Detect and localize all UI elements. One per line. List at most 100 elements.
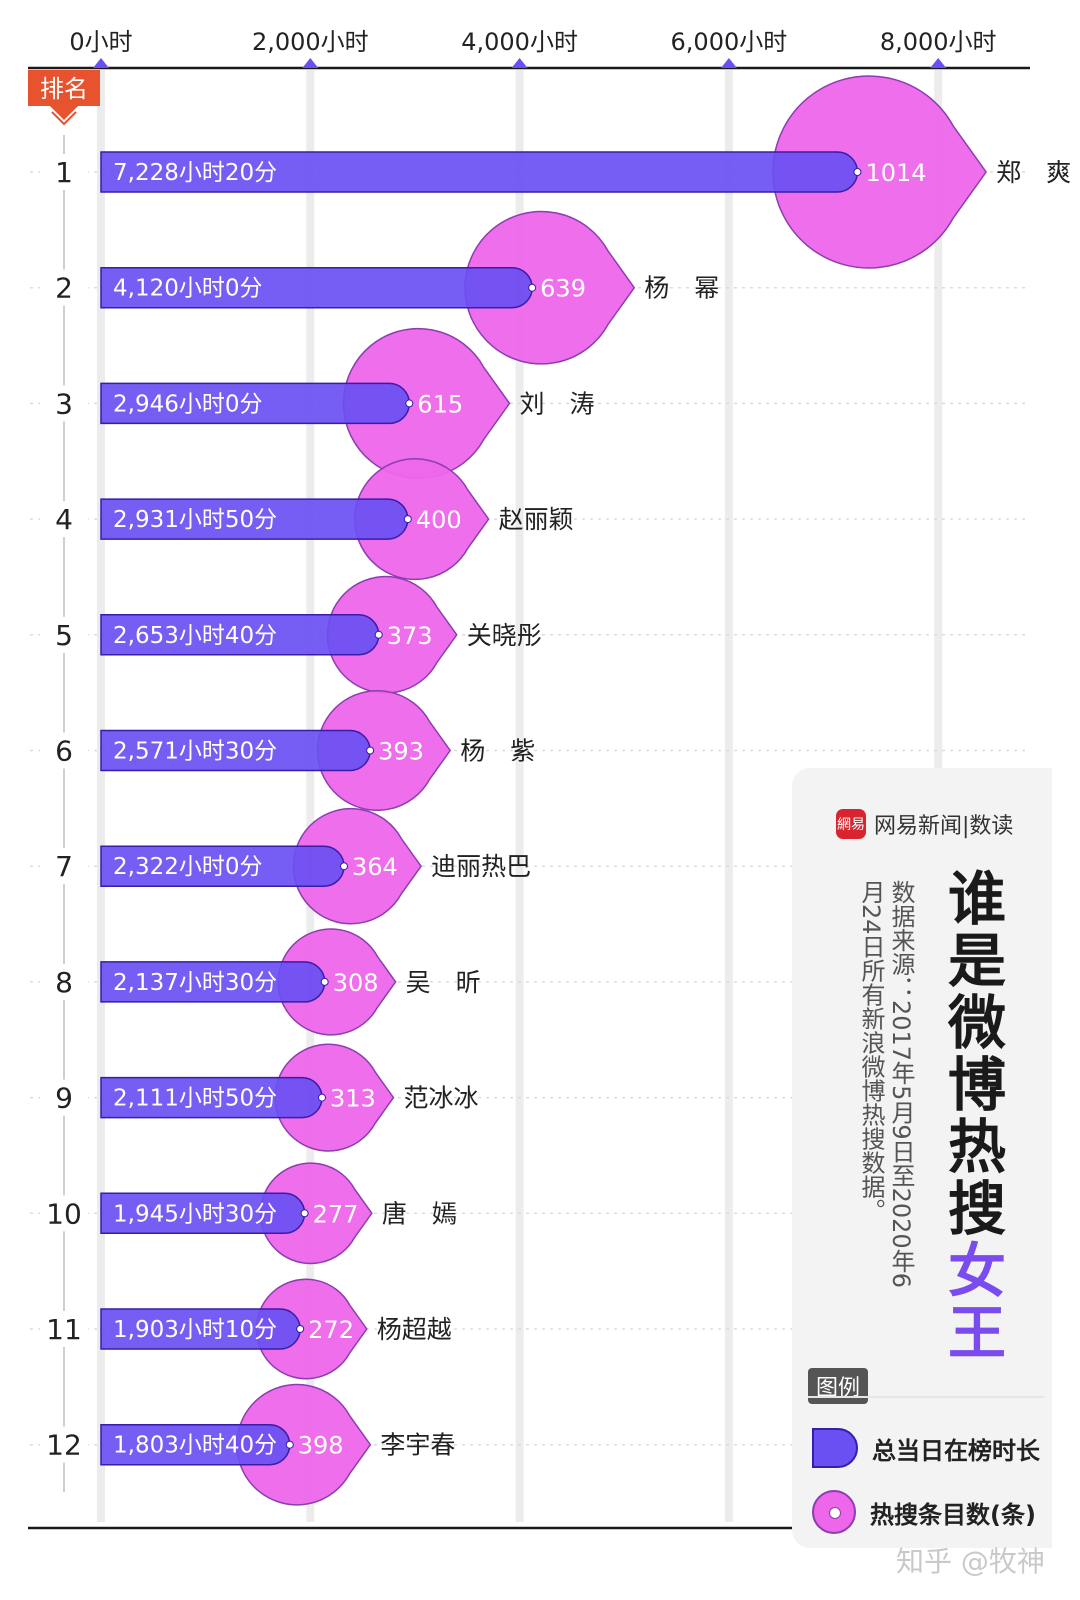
duration-label: 2,946小时0分	[113, 391, 262, 417]
x-tick-marker-3	[720, 58, 737, 68]
legend-item-bar: 总当日在榜时长	[812, 1428, 1040, 1468]
count-label: 639	[540, 275, 586, 303]
person-name: 迪丽热巴	[431, 852, 531, 881]
bar-end-dot	[296, 1325, 305, 1333]
person-name: 郑 爽	[996, 158, 1071, 187]
x-tick-label-1: 2,000小时	[252, 28, 369, 56]
x-tick-marker-0	[93, 58, 109, 68]
person-name: 杨 紫	[460, 737, 535, 766]
duration-label: 2,931小时50分	[113, 507, 277, 533]
rank-number: 1	[55, 156, 73, 189]
person-name: 唐 嫣	[382, 1199, 457, 1228]
bar-end-dot	[320, 977, 329, 986]
rank-number: 6	[55, 735, 73, 768]
count-label: 308	[333, 969, 379, 997]
title-accent: 女王	[938, 1240, 1006, 1364]
person-name: 吴 昕	[406, 968, 481, 997]
legend-bar-swatch	[812, 1428, 858, 1468]
count-label: 393	[378, 738, 424, 766]
rank-number: 3	[55, 387, 73, 420]
rank-bg	[40, 1426, 88, 1463]
rank-bg	[40, 154, 88, 190]
count-label: 398	[298, 1432, 344, 1460]
bar-end-dot	[285, 1440, 294, 1449]
brand-logo-icon: 網易	[836, 809, 866, 839]
x-tick-label-3: 6,000小时	[671, 28, 788, 56]
bar-end-dot	[405, 399, 414, 408]
person-name: 杨超越	[377, 1315, 452, 1344]
rank-number: 12	[46, 1429, 82, 1462]
person-name: 杨 幂	[644, 274, 719, 303]
count-label: 364	[352, 853, 398, 881]
duration-label: 7,228小时20分	[113, 160, 277, 186]
rank-bg	[40, 848, 88, 885]
rank-number: 11	[46, 1313, 82, 1346]
bar-end-dot	[528, 283, 537, 292]
rank-bg	[40, 1195, 88, 1232]
duration-label: 2,571小时30分	[113, 739, 277, 765]
rank-number: 5	[55, 619, 73, 652]
rank-header-pointer	[50, 106, 78, 120]
rank-bg	[40, 616, 88, 653]
x-tick-marker-2	[511, 58, 528, 68]
rank-bg	[40, 501, 88, 538]
duration-label: 2,137小时30分	[113, 970, 277, 996]
bar-end-dot	[366, 746, 375, 755]
duration-label: 2,111小时50分	[113, 1086, 277, 1112]
rank-header-tag	[28, 70, 100, 106]
info-panel	[792, 768, 1052, 1548]
bar-end-dot	[853, 168, 862, 176]
rank-bg	[40, 963, 88, 1000]
x-tick-label-2: 4,000小时	[461, 28, 578, 56]
rank-number: 9	[55, 1082, 73, 1115]
rank-header-label: 排名	[40, 75, 88, 103]
count-label: 400	[416, 506, 462, 534]
person-name: 李宇春	[380, 1431, 455, 1460]
bar-end-dot	[374, 630, 383, 639]
count-label: 1014	[865, 159, 926, 187]
duration-label: 1,803小时40分	[113, 1433, 277, 1459]
rank-number: 4	[55, 503, 73, 536]
rank-bg	[40, 385, 88, 422]
person-name: 赵丽颖	[499, 505, 574, 534]
count-label: 373	[387, 622, 433, 650]
legend-bar-label: 总当日在榜时长	[872, 1436, 1040, 1465]
title-main: 谁是微博热搜	[938, 868, 1006, 1240]
chart-title: 谁是微博热搜女王	[938, 868, 1006, 1364]
person-name: 范冰冰	[403, 1084, 478, 1113]
legend-bubble-swatch	[812, 1490, 856, 1534]
x-tick-marker-1	[302, 58, 319, 68]
watermark: 知乎 @牧神	[896, 1545, 1045, 1578]
source-note: 数据来源：2017年5月9日至2020年6月24日所有新浪微博热搜数据。	[857, 880, 915, 1288]
count-label: 272	[308, 1316, 354, 1344]
count-label: 313	[330, 1085, 376, 1113]
rank-number: 2	[55, 272, 73, 305]
duration-label: 2,653小时40分	[113, 623, 277, 649]
duration-label: 4,120小时0分	[113, 276, 262, 302]
legend-item-bubble: 热搜条目数(条)	[812, 1490, 1036, 1534]
legend-bubble-label: 热搜条目数(条)	[870, 1500, 1036, 1529]
rank-number: 7	[55, 850, 73, 883]
x-tick-label-4: 8,000小时	[880, 28, 997, 56]
bar-end-dot	[339, 862, 348, 871]
rank-number: 8	[55, 966, 73, 999]
legend-divider	[808, 1396, 1044, 1398]
person-name: 刘 涛	[519, 389, 594, 418]
rank-bg	[40, 269, 88, 306]
rank-bg	[40, 732, 88, 769]
brand-name: 网易新闻|数读	[874, 814, 1014, 839]
duration-label: 1,903小时10分	[113, 1317, 277, 1343]
count-label: 615	[417, 390, 463, 418]
rank-number: 10	[46, 1197, 82, 1230]
x-tick-marker-4	[930, 58, 947, 68]
rank-bg	[40, 1311, 88, 1347]
duration-label: 2,322小时0分	[113, 854, 262, 880]
legend-title: 图例	[808, 1368, 869, 1404]
brand: 網易 网易新闻|数读	[836, 808, 1013, 840]
rank-header-chevron-icon	[51, 111, 77, 126]
bar-end-dot	[300, 1209, 309, 1218]
bar-end-dot	[318, 1093, 327, 1102]
count-label: 277	[313, 1200, 359, 1228]
bar-end-dot	[403, 515, 412, 524]
duration-label: 1,945小时30分	[113, 1201, 277, 1227]
